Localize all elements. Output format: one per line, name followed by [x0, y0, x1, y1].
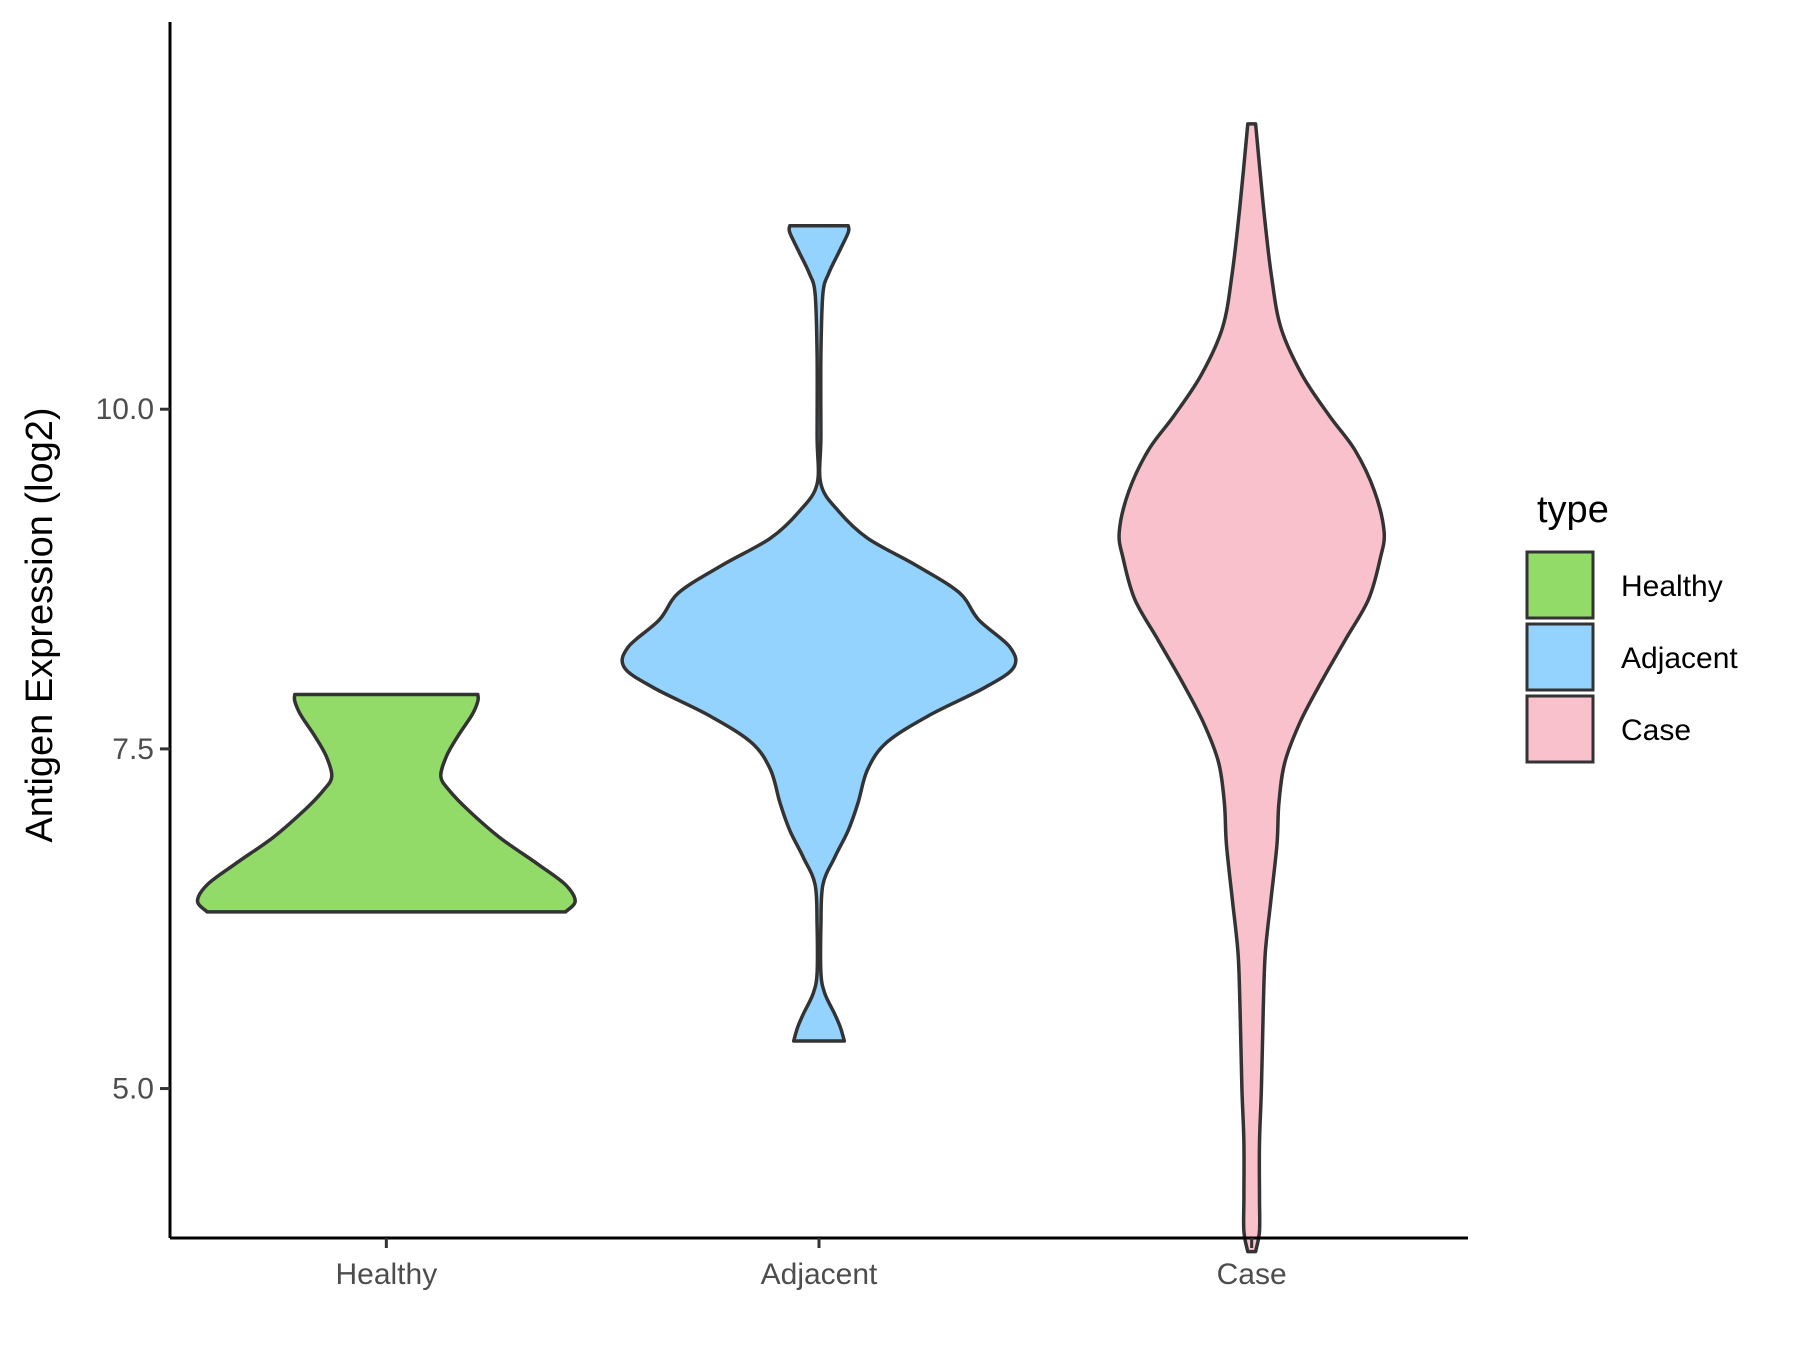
x-tick-label: Healthy — [335, 1258, 437, 1291]
y-tick-label: 10.0 — [96, 393, 154, 426]
legend-items: Healthy Adjacent Case — [1525, 550, 1738, 764]
violin-case — [1117, 122, 1387, 1254]
legend-title: type — [1537, 489, 1609, 531]
violin-adjacent — [620, 224, 1018, 1043]
legend-key-case — [1525, 694, 1595, 764]
y-tick-label: 7.5 — [112, 733, 154, 766]
legend-label-healthy: Healthy — [1621, 570, 1723, 603]
x-tick-label: Case — [1217, 1258, 1287, 1291]
legend-label-case: Case — [1621, 714, 1691, 747]
y-tick-label: 5.0 — [112, 1073, 154, 1106]
legend-key-adjacent — [1525, 622, 1595, 692]
legend: type Healthy Adjacent Case — [1525, 489, 1738, 764]
y-axis-title: Antigen Expression (log2) — [19, 407, 61, 842]
legend-key-healthy — [1525, 550, 1595, 620]
axes-layer: 5.0 7.5 10.0 Healthy Adjacent Case — [96, 22, 1468, 1291]
violin-healthy — [195, 692, 577, 914]
y-axis-ticks: 5.0 7.5 10.0 — [96, 393, 170, 1106]
x-axis-ticks: Healthy Adjacent Case — [335, 1238, 1287, 1291]
violins-layer — [195, 122, 1387, 1254]
x-tick-label: Adjacent — [761, 1258, 878, 1291]
legend-label-adjacent: Adjacent — [1621, 642, 1738, 675]
